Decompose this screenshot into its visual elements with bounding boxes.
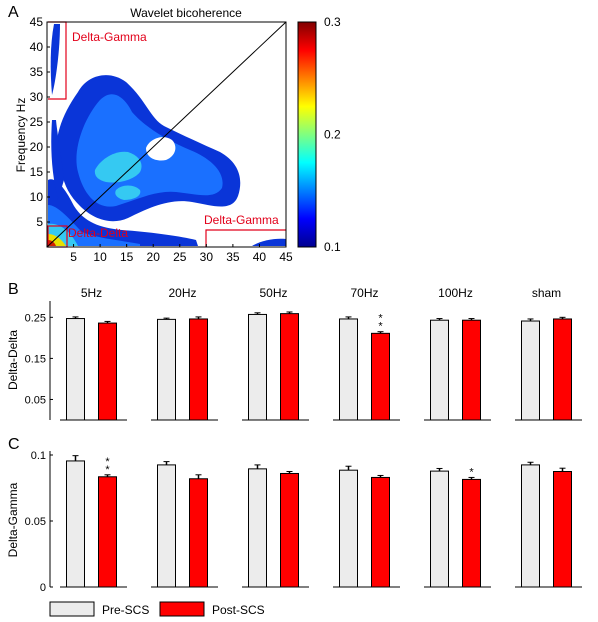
heatmap-frame xyxy=(46,21,287,248)
legend-label-pre: Pre-SCS xyxy=(102,603,149,617)
bar-pre-scs xyxy=(339,469,358,588)
colorbar xyxy=(297,21,317,248)
bar-ytick-label: 0.15 xyxy=(25,353,46,365)
bar-ytick-label: 0.05 xyxy=(25,394,46,406)
bar-ylabel: Delta-Delta xyxy=(6,330,20,390)
bar-pre-scs xyxy=(521,320,540,421)
heatmap-ytick-label: 45 xyxy=(30,15,44,29)
legend-label-post: Post-SCS xyxy=(212,603,265,617)
region-gamma-right xyxy=(205,229,286,247)
heatmap-xtick-label: 25 xyxy=(173,250,187,264)
heatmap-ytick-label: 20 xyxy=(30,140,44,154)
bar-post-scs xyxy=(553,318,572,421)
bar-pre-scs xyxy=(248,313,267,421)
blob-hole xyxy=(146,137,176,161)
colorbar-ticks: 0.3 0.2 0.1 xyxy=(324,15,341,254)
bar-pre-scs xyxy=(157,318,176,421)
region-label-delta-delta: Delta-Delta xyxy=(68,226,128,240)
legend-swatch-pre xyxy=(49,601,95,617)
heatmap-ytick-label: 40 xyxy=(30,40,44,54)
heatmap-xtick-label: 30 xyxy=(200,250,214,264)
bar-ytick-label: 0.05 xyxy=(25,516,46,528)
colorbar-tick-label: 0.1 xyxy=(324,240,341,254)
region-label-gamma-top: Delta-Gamma xyxy=(72,30,147,44)
heatmap-ytick-label: 5 xyxy=(36,215,43,229)
bar-post-scs xyxy=(189,318,208,421)
heatmap-xtick-label: 40 xyxy=(253,250,267,264)
bar-pre-scs xyxy=(430,470,449,588)
bar-pre-scs xyxy=(248,468,267,588)
heatmap-xtick-label: 35 xyxy=(226,250,240,264)
blob-top-left xyxy=(50,24,60,95)
legend-swatch-post xyxy=(159,601,205,617)
heatmap-xtick-label: 5 xyxy=(70,250,77,264)
significance-marker: * xyxy=(378,313,383,325)
bar-post-scs xyxy=(462,319,481,421)
panel-label-b: B xyxy=(8,281,19,298)
heatmap-blobs xyxy=(48,24,286,246)
blob-cyan-1 xyxy=(94,151,142,183)
bar-pre-scs xyxy=(66,460,85,588)
category-label: 100Hz xyxy=(438,286,473,300)
heatmap-diagonal xyxy=(46,21,287,248)
heatmap-xtick-label: 10 xyxy=(93,250,107,264)
category-label: 50Hz xyxy=(259,286,287,300)
heatmap-ylabel: Frequency Hz xyxy=(14,98,28,173)
heatmap-ytick-label: 35 xyxy=(30,65,44,79)
significance-marker: * xyxy=(469,466,474,478)
significance-marker: * xyxy=(105,456,110,468)
bar-post-scs xyxy=(553,471,572,588)
heatmap-xtick-label: 15 xyxy=(120,250,134,264)
heatmap-ytick-label: 10 xyxy=(30,190,44,204)
category-label: 20Hz xyxy=(168,286,196,300)
panel-label-c: C xyxy=(8,436,20,453)
significance-marker: * xyxy=(105,464,110,476)
bar-post-scs xyxy=(280,472,299,588)
bar-ytick-label: 0 xyxy=(40,582,46,594)
category-label: 70Hz xyxy=(350,286,378,300)
significance-marker: * xyxy=(378,321,383,333)
blob-low xyxy=(48,179,198,246)
bar-post-scs xyxy=(371,476,390,588)
heatmap-ytick-label: 30 xyxy=(30,90,44,104)
category-label: 5Hz xyxy=(81,286,102,300)
bar-ytick-label: 0.1 xyxy=(31,450,46,462)
bar-ytick-label: 0.25 xyxy=(25,312,46,324)
heatmap-ticks: 5 10 15 20 25 30 35 40 45 5 10 15 20 25 30 35 40 45 xyxy=(30,15,293,264)
legend: Pre-SCS Post-SCS xyxy=(49,601,265,617)
heatmap-xtick-label: 45 xyxy=(279,250,293,264)
colorbar-tick-label: 0.3 xyxy=(324,15,341,29)
region-label-gamma-right: Delta-Gamma xyxy=(204,213,279,227)
blob-left-strip xyxy=(51,120,64,200)
colorbar-tick-label: 0.2 xyxy=(324,128,341,142)
bar-pre-scs xyxy=(430,319,449,421)
blob-cyan-2 xyxy=(115,185,141,200)
bar-post-scs xyxy=(280,313,299,421)
bar-post-scs xyxy=(462,478,481,588)
category-label: sham xyxy=(532,286,561,300)
bar-pre-scs xyxy=(339,318,358,421)
heatmap-ytick-label: 15 xyxy=(30,165,44,179)
bar-post-scs xyxy=(98,476,117,588)
heatmap-ytick-label: 25 xyxy=(30,115,44,129)
bar-chart-delta-delta: 0.25 0.15 0.05 Delta-Delta 5Hz 20Hz 50Hz 70Hz **… xyxy=(6,286,582,421)
heatmap-title: Wavelet bicoherence xyxy=(130,6,242,20)
bar-post-scs xyxy=(371,332,390,421)
bar-pre-scs xyxy=(521,464,540,588)
bar-pre-scs xyxy=(66,318,85,421)
bar-pre-scs xyxy=(157,464,176,588)
bar-ylabel: Delta-Gamma xyxy=(6,482,20,557)
blob-right-low xyxy=(252,238,286,246)
bar-post-scs xyxy=(98,322,117,421)
heatmap-xtick-label: 20 xyxy=(147,250,161,264)
bar-post-scs xyxy=(189,478,208,588)
panel-label-a: A xyxy=(8,4,19,21)
